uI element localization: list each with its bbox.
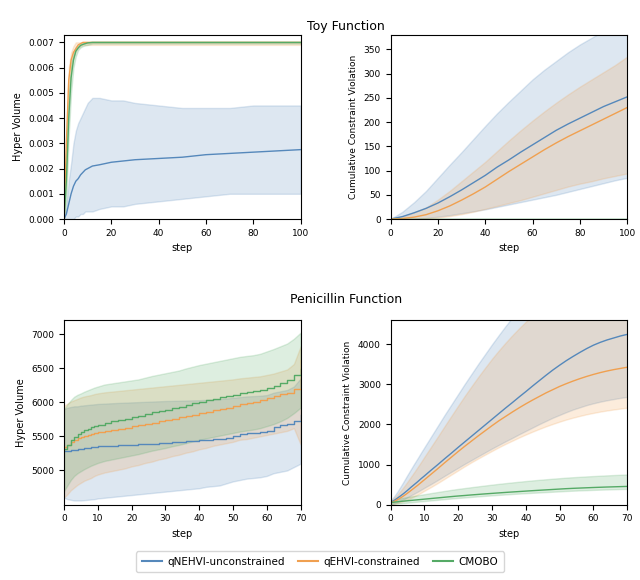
Text: Penicillin Function: Penicillin Function bbox=[289, 293, 402, 306]
Y-axis label: Cumulative Constraint Violation: Cumulative Constraint Violation bbox=[349, 55, 358, 199]
Y-axis label: Hyper Volume: Hyper Volume bbox=[13, 93, 23, 161]
X-axis label: step: step bbox=[172, 244, 193, 253]
X-axis label: step: step bbox=[499, 529, 520, 539]
Y-axis label: Cumulative Constraint Violation: Cumulative Constraint Violation bbox=[343, 340, 352, 485]
Y-axis label: Hyper Volume: Hyper Volume bbox=[16, 378, 26, 447]
X-axis label: step: step bbox=[499, 244, 520, 253]
X-axis label: step: step bbox=[172, 529, 193, 539]
Legend: qNEHVI-unconstrained, qEHVI-constrained, CMOBO: qNEHVI-unconstrained, qEHVI-constrained,… bbox=[136, 552, 504, 572]
Text: Toy Function: Toy Function bbox=[307, 20, 385, 33]
